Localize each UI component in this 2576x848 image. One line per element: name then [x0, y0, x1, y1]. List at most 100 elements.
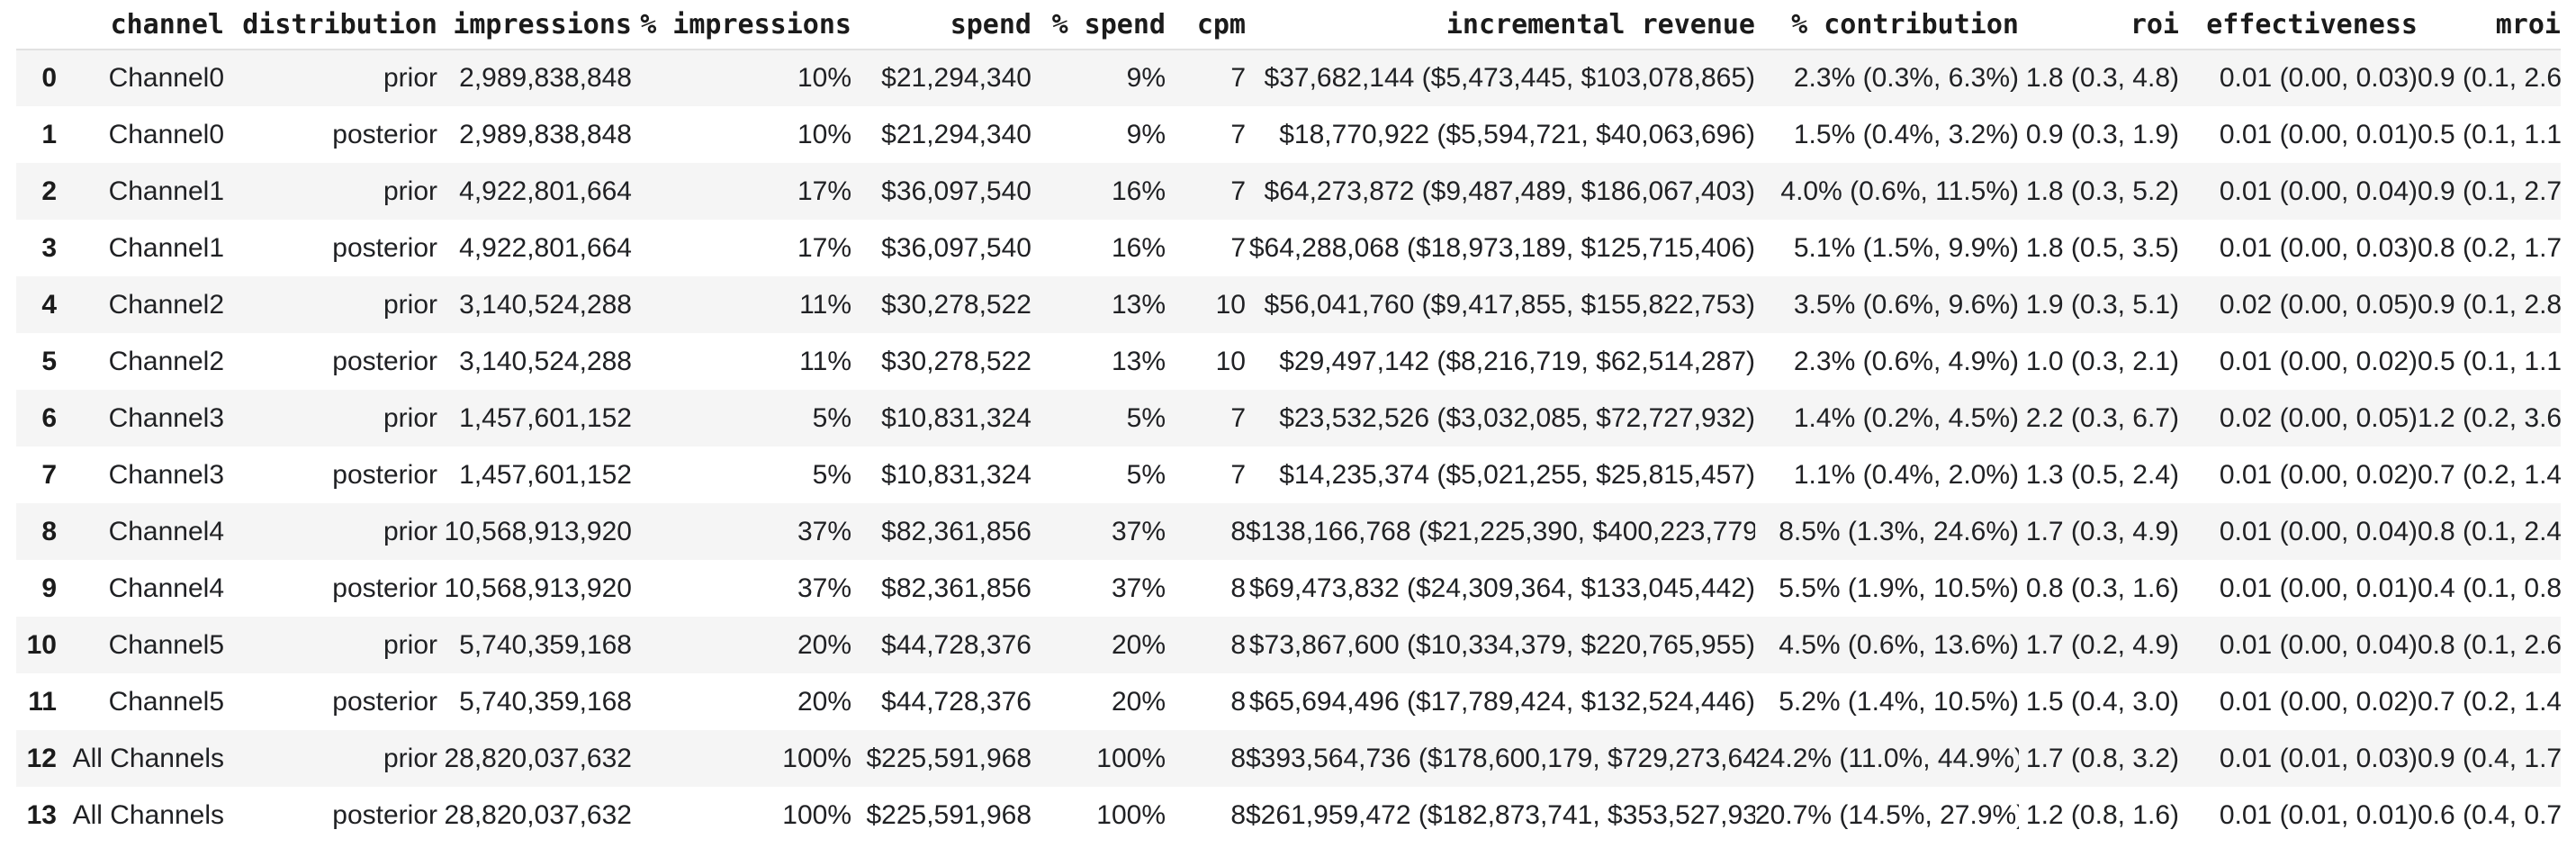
- cell-distribution: posterior: [332, 346, 437, 376]
- cell-impressions: 10,568,913,920: [444, 516, 632, 546]
- cell-distribution: prior: [383, 743, 437, 773]
- cell-channel: Channel3: [108, 402, 224, 433]
- cell-distribution: posterior: [332, 799, 437, 830]
- cell-distribution: posterior: [332, 686, 437, 717]
- cell-pct-impressions: 5%: [812, 402, 851, 433]
- table-row: 1 Channel0 posterior 2,989,838,848 10% $21,29…: [16, 106, 2561, 163]
- cell-roi: 0.8 (0.3, 1.6): [2025, 573, 2179, 603]
- cell-spend: $44,728,376: [881, 629, 1031, 660]
- column-header-pct-spend: % spend: [1031, 0, 1166, 50]
- row-index: 3: [41, 232, 57, 263]
- table-row: 2 Channel1 prior 4,922,801,664 17% $36,097,54…: [16, 163, 2561, 220]
- cell-effectiveness: 0.01 (0.00, 0.04): [2219, 629, 2418, 660]
- cell-pct-contribution: 5.1% (1.5%, 9.9%): [1793, 232, 2019, 263]
- cell-mroi: 0.9 (0.1, 2.7): [2418, 176, 2561, 206]
- cell-roi: 1.7 (0.2, 4.9): [2025, 629, 2179, 660]
- row-index: 10: [26, 629, 57, 660]
- cell-distribution: prior: [383, 629, 437, 660]
- column-header-distribution: distribution: [224, 0, 437, 50]
- cell-distribution: posterior: [332, 573, 437, 603]
- cell-channel: Channel0: [108, 63, 224, 93]
- cell-mroi: 0.9 (0.1, 2.6): [2418, 63, 2561, 93]
- cell-cpm: 8: [1230, 573, 1246, 603]
- column-header-mroi: mroi: [2418, 0, 2561, 50]
- table-row: 12 All Channels prior 28,820,037,632 100% $22…: [16, 730, 2561, 787]
- cell-pct-contribution: 4.5% (0.6%, 13.6%): [1779, 629, 2019, 660]
- cell-impressions: 28,820,037,632: [444, 799, 632, 830]
- cell-effectiveness: 0.02 (0.00, 0.05): [2219, 402, 2418, 433]
- cell-channel: Channel3: [108, 459, 224, 490]
- cell-impressions: 2,989,838,848: [459, 119, 632, 149]
- header-row: channel distribution impressions% impressi…: [16, 0, 2561, 50]
- cell-roi: 1.2 (0.8, 1.6): [2025, 799, 2179, 830]
- cell-distribution: posterior: [332, 119, 437, 149]
- cell-cpm: 7: [1230, 119, 1246, 149]
- cell-mroi: 0.8 (0.2, 1.7): [2418, 232, 2561, 263]
- cell-roi: 1.3 (0.5, 2.4): [2025, 459, 2179, 490]
- cell-pct-impressions: 10%: [797, 63, 851, 93]
- table-body: 0 Channel0 prior 2,989,838,848 10% $21,294,34…: [16, 50, 2561, 843]
- row-index: 12: [26, 743, 57, 773]
- cell-cpm: 8: [1230, 629, 1246, 660]
- cell-distribution: prior: [383, 63, 437, 93]
- cell-pct-spend: 37%: [1111, 516, 1166, 546]
- cell-mroi: 0.6 (0.4, 0.7): [2418, 799, 2561, 830]
- cell-pct-spend: 13%: [1111, 346, 1166, 376]
- row-index: 1: [41, 119, 57, 149]
- cell-mroi: 0.9 (0.1, 2.8): [2418, 289, 2561, 320]
- cell-cpm: 8: [1230, 686, 1246, 717]
- cell-channel: Channel5: [108, 686, 224, 717]
- cell-incremental-revenue: $64,273,872 ($9,487,489, $186,067,403): [1264, 176, 1755, 206]
- cell-channel: Channel1: [108, 176, 224, 206]
- cell-pct-spend: 5%: [1126, 459, 1166, 490]
- cell-cpm: 8: [1230, 516, 1246, 546]
- column-header-incremental-revenue: incremental revenue: [1246, 0, 1755, 50]
- cell-cpm: 8: [1230, 799, 1246, 830]
- cell-effectiveness: 0.01 (0.00, 0.04): [2219, 176, 2418, 206]
- cell-cpm: 7: [1230, 459, 1246, 490]
- cell-effectiveness: 0.02 (0.00, 0.05): [2219, 289, 2418, 320]
- cell-roi: 1.9 (0.3, 5.1): [2025, 289, 2179, 320]
- cell-pct-impressions: 20%: [797, 629, 851, 660]
- table-row: 8 Channel4 prior 10,568,913,920 37% $82,361,8…: [16, 503, 2561, 560]
- cell-pct-contribution: 24.2% (11.0%, 44.9%): [1755, 743, 2019, 773]
- row-index: 2: [41, 176, 57, 206]
- cell-channel: Channel0: [108, 119, 224, 149]
- cell-mroi: 0.8 (0.1, 2.4): [2418, 516, 2561, 546]
- cell-spend: $21,294,340: [881, 63, 1031, 93]
- cell-impressions: 4,922,801,664: [459, 176, 632, 206]
- cell-effectiveness: 0.01 (0.00, 0.04): [2219, 516, 2418, 546]
- cell-incremental-revenue: $65,694,496 ($17,789,424, $132,524,446): [1248, 686, 1755, 717]
- cell-incremental-revenue: $18,770,922 ($5,594,721, $40,063,696): [1279, 119, 1755, 149]
- cell-distribution: posterior: [332, 232, 437, 263]
- row-index: 5: [41, 346, 57, 376]
- cell-incremental-revenue: $73,867,600 ($10,334,379, $220,765,955): [1248, 629, 1755, 660]
- table-row: 6 Channel3 prior 1,457,601,152 5% $10,831,324…: [16, 390, 2561, 447]
- cell-pct-contribution: 1.4% (0.2%, 4.5%): [1793, 402, 2019, 433]
- cell-impressions: 1,457,601,152: [459, 402, 632, 433]
- cell-channel: All Channels: [72, 743, 224, 773]
- cell-mroi: 0.9 (0.4, 1.7): [2418, 743, 2561, 773]
- cell-roi: 1.8 (0.5, 3.5): [2025, 232, 2179, 263]
- cell-effectiveness: 0.01 (0.00, 0.02): [2219, 686, 2418, 717]
- cell-incremental-revenue: $37,682,144 ($5,473,445, $103,078,865): [1264, 63, 1755, 93]
- row-index: 4: [41, 289, 57, 320]
- cell-roi: 1.0 (0.3, 2.1): [2025, 346, 2179, 376]
- cell-channel: Channel5: [108, 629, 224, 660]
- table-row: 13 All Channels posterior 28,820,037,632 100…: [16, 787, 2561, 843]
- cell-incremental-revenue: $56,041,760 ($9,417,855, $155,822,753): [1264, 289, 1755, 320]
- cell-pct-spend: 5%: [1126, 402, 1166, 433]
- cell-spend: $225,591,968: [866, 799, 1031, 830]
- cell-mroi: 0.5 (0.1, 1.1): [2418, 346, 2561, 376]
- cell-roi: 1.5 (0.4, 3.0): [2025, 686, 2179, 717]
- cell-channel: Channel2: [108, 289, 224, 320]
- cell-spend: $36,097,540: [881, 232, 1031, 263]
- cell-cpm: 7: [1230, 176, 1246, 206]
- cell-mroi: 1.2 (0.2, 3.6): [2418, 402, 2561, 433]
- row-index: 13: [26, 799, 57, 830]
- cell-pct-impressions: 17%: [797, 232, 851, 263]
- cell-pct-contribution: 2.3% (0.6%, 4.9%): [1793, 346, 2019, 376]
- column-header-cpm: cpm: [1166, 0, 1246, 50]
- table-header: channel distribution impressions% impressi…: [16, 0, 2561, 50]
